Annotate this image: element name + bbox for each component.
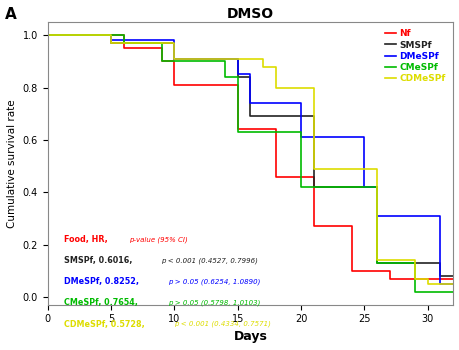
Text: p < 0.001 (0.4334, 0.7571): p < 0.001 (0.4334, 0.7571) [174, 321, 270, 327]
Legend: Nf, SMSPf, DMeSPf, CMeSPf, CDMeSPf: Nf, SMSPf, DMeSPf, CMeSPf, CDMeSPf [381, 27, 448, 86]
Text: p > 0.05 (0.6254, 1.0890): p > 0.05 (0.6254, 1.0890) [167, 279, 259, 285]
Text: p > 0.05 (0.5798, 1.0103): p > 0.05 (0.5798, 1.0103) [167, 300, 259, 306]
Text: p-value (95% CI): p-value (95% CI) [129, 236, 187, 243]
Text: CDMeSPf, 0.5728,: CDMeSPf, 0.5728, [64, 320, 147, 329]
Text: Food, HR,: Food, HR, [64, 235, 110, 244]
Text: CMeSPf, 0.7654,: CMeSPf, 0.7654, [64, 299, 140, 307]
Text: A: A [5, 7, 17, 22]
Title: DMSO: DMSO [226, 7, 273, 21]
Text: DMeSPf, 0.8252,: DMeSPf, 0.8252, [64, 277, 141, 286]
Y-axis label: Cumulative survival rate: Cumulative survival rate [7, 99, 17, 228]
X-axis label: Days: Days [233, 330, 267, 343]
Text: SMSPf, 0.6016,: SMSPf, 0.6016, [64, 256, 134, 265]
Text: p < 0.001 (0.4527, 0.7996): p < 0.001 (0.4527, 0.7996) [161, 257, 257, 264]
